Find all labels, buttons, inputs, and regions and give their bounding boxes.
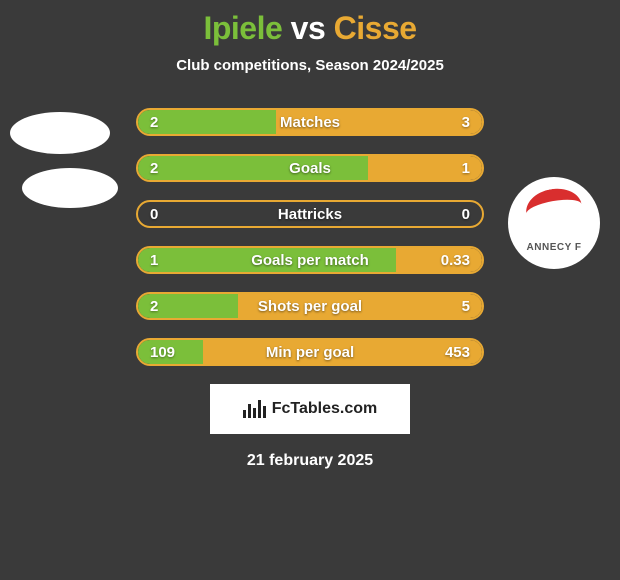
stat-row: 25Shots per goal (136, 292, 484, 320)
stat-label: Shots per goal (138, 298, 482, 315)
stat-label: Goals per match (138, 252, 482, 269)
stat-label: Matches (138, 114, 482, 131)
player2-name: Cisse (334, 10, 417, 46)
comparison-title: Ipiele vs Cisse (0, 0, 620, 47)
stat-label: Goals (138, 160, 482, 177)
right-badge-text: ANNECY F (508, 242, 600, 253)
comparison-bars: 23Matches 21Goals 00Hattricks 10.33Goals pe… (136, 108, 484, 366)
fctables-text: FcTables.com (272, 400, 378, 418)
stat-row: 21Goals (136, 154, 484, 182)
stat-row: 109453Min per goal (136, 338, 484, 366)
fctables-branding: FcTables.com (210, 384, 410, 434)
left-badge-2 (22, 168, 118, 208)
right-badge-inner: ANNECY F (508, 177, 600, 269)
stat-label: Hattricks (138, 206, 482, 223)
bar-chart-icon (243, 400, 266, 418)
stat-row: 10.33Goals per match (136, 246, 484, 274)
left-badge-1 (10, 112, 110, 154)
right-badge: ANNECY F (508, 177, 600, 269)
subtitle: Club competitions, Season 2024/2025 (0, 57, 620, 74)
badge-swoosh-icon (523, 184, 585, 233)
player1-name: Ipiele (203, 10, 282, 46)
date-label: 21 february 2025 (0, 452, 620, 470)
stat-label: Min per goal (138, 344, 482, 361)
vs-text: vs (291, 10, 326, 46)
stat-row: 00Hattricks (136, 200, 484, 228)
stat-row: 23Matches (136, 108, 484, 136)
